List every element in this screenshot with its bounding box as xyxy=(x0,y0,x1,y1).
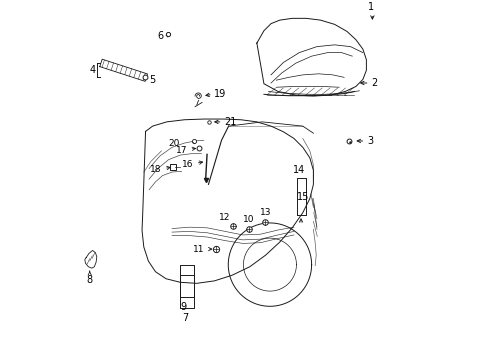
Text: 14: 14 xyxy=(292,165,305,175)
Text: 8: 8 xyxy=(86,275,93,285)
Text: 10: 10 xyxy=(243,215,254,224)
Text: 6: 6 xyxy=(157,31,163,41)
Text: 17: 17 xyxy=(175,146,187,155)
Text: 9: 9 xyxy=(180,302,186,312)
Text: 19: 19 xyxy=(214,89,226,99)
Text: 12: 12 xyxy=(218,213,229,222)
Text: 7: 7 xyxy=(182,313,188,323)
Text: 4: 4 xyxy=(90,64,96,75)
Text: 21: 21 xyxy=(224,117,236,127)
Text: 2: 2 xyxy=(371,78,377,88)
Text: 3: 3 xyxy=(366,136,373,146)
Text: 16: 16 xyxy=(182,160,193,169)
Text: 20: 20 xyxy=(168,139,180,148)
Polygon shape xyxy=(100,59,147,81)
Text: 18: 18 xyxy=(150,165,161,174)
Text: 1: 1 xyxy=(367,2,373,12)
Text: 13: 13 xyxy=(260,208,271,217)
Polygon shape xyxy=(84,251,97,268)
Text: 5: 5 xyxy=(149,75,156,85)
Text: 11: 11 xyxy=(193,244,204,253)
Text: 15: 15 xyxy=(296,192,308,202)
